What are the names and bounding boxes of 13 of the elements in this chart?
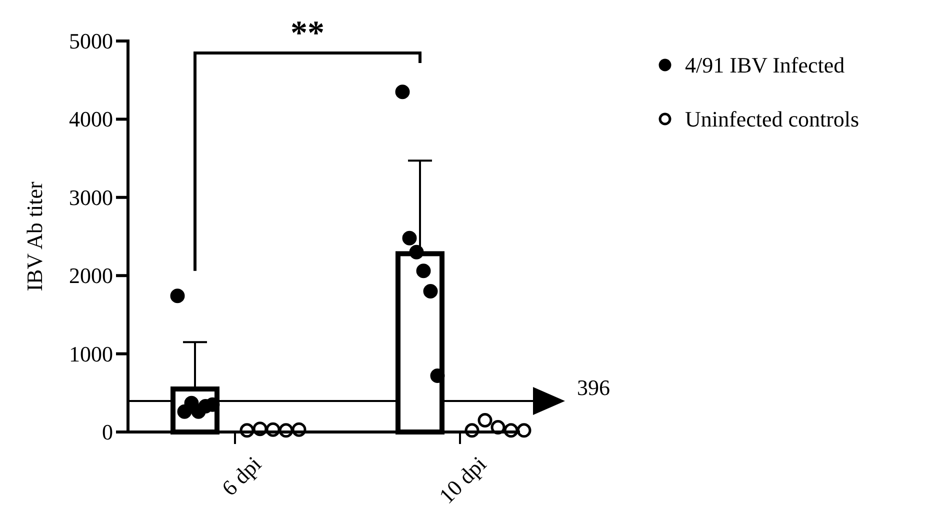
y-tick-label: 1000 [69, 341, 113, 366]
y-tick-label: 5000 [69, 28, 113, 54]
legend-label: Uninfected controls [685, 106, 860, 132]
ref-line-label: 396 [577, 375, 610, 400]
y-tick-label: 4000 [69, 106, 113, 132]
annotation: ** [290, 15, 324, 52]
y-axis-title: IBV Ab titer [22, 181, 47, 292]
y-tick-label: 3000 [69, 184, 113, 210]
x-tick-label: 10 dpi [434, 451, 492, 508]
y-tick-label: 0 [102, 420, 113, 444]
y-tick-label: 2000 [69, 263, 113, 288]
legend-label: 4/91 IBV Infected [685, 52, 845, 78]
x-tick-label: 6 dpi [216, 451, 266, 501]
